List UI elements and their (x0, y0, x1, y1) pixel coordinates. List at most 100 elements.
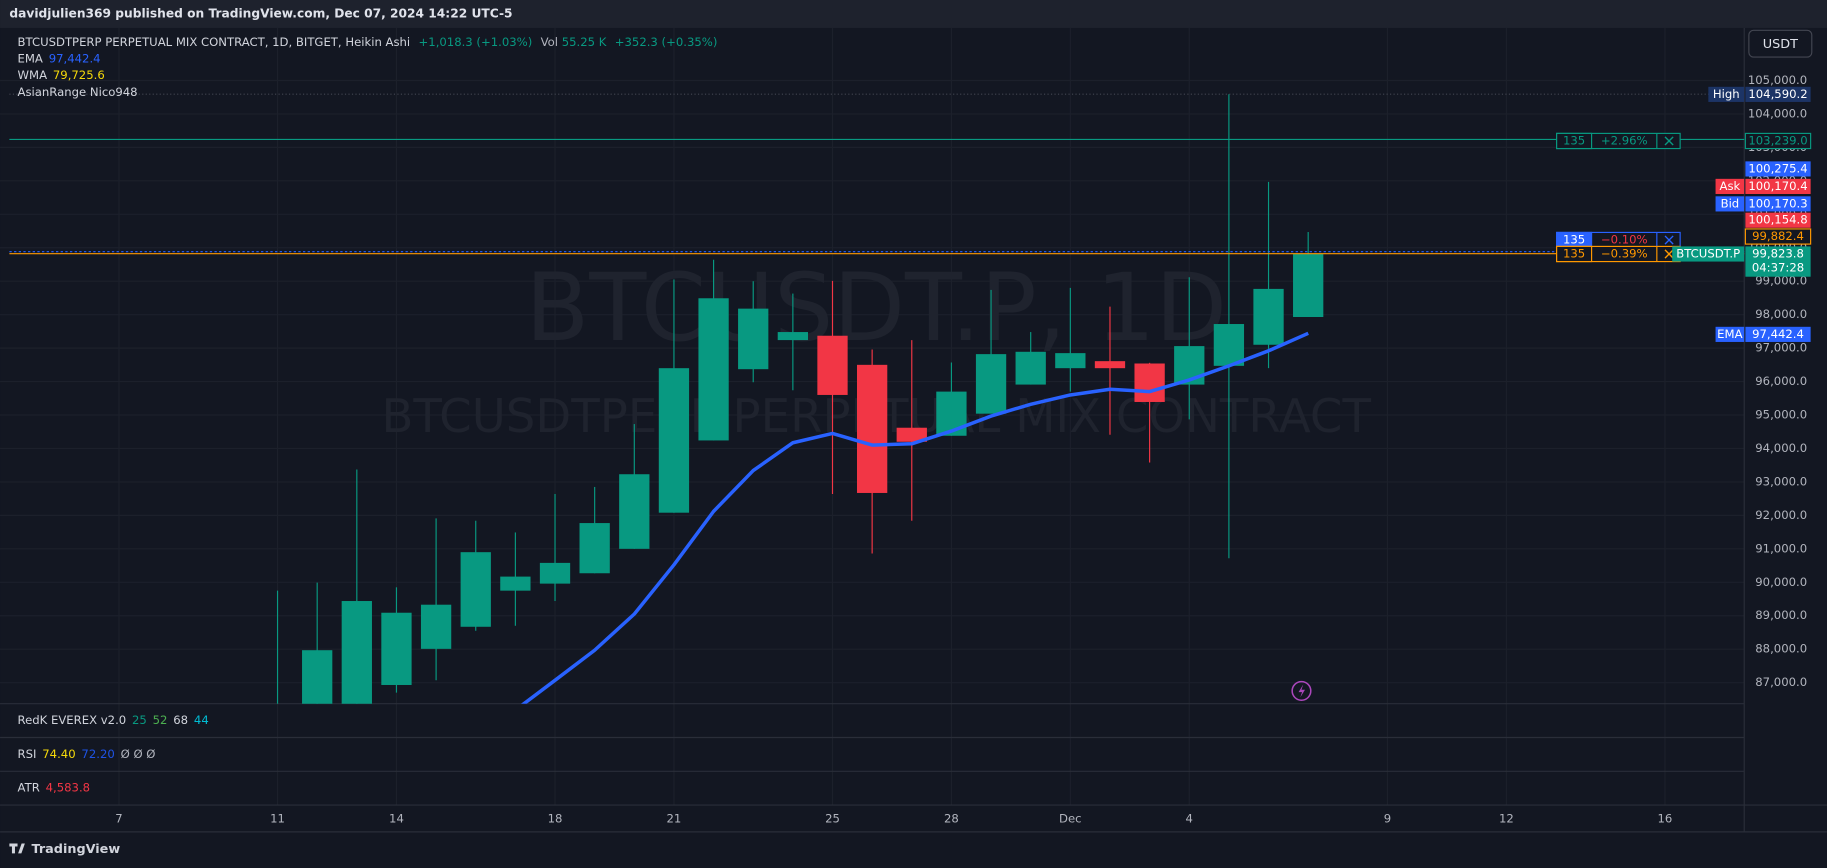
y-tick-label: 95,000.0 (1755, 408, 1807, 422)
currency-button[interactable]: USDT (1748, 29, 1813, 58)
alert-icon[interactable] (1291, 680, 1312, 701)
candle-body (738, 308, 769, 370)
y-tick-label: 91,000.0 (1755, 541, 1807, 555)
x-tick-label: 16 (1658, 812, 1673, 826)
price-tag-name: Bid (1721, 196, 1740, 210)
candle-body (1213, 324, 1245, 366)
pane-value: 74.40 (42, 746, 75, 760)
candle-body (817, 335, 848, 395)
legend-main: BTCUSDTPERP PERPETUAL MIX CONTRACT, 1D, … (18, 34, 718, 48)
order-change: +2.96% (1601, 133, 1648, 147)
pane-legend: RedK EVEREX v2.0 25 52 68 44 (18, 713, 209, 727)
price-tag-value: 104,590.2 (1748, 87, 1807, 101)
order-close[interactable] (1664, 249, 1674, 259)
candle-body (1015, 351, 1046, 385)
header-bar (0, 0, 1827, 28)
y-tick-label: 105,000.0 (1748, 73, 1807, 87)
candle-body (1253, 288, 1284, 345)
price-tag (1745, 178, 1811, 194)
y-tick-label: 104,000.0 (1748, 106, 1807, 120)
candle-body (381, 612, 412, 685)
order-close[interactable] (1664, 136, 1674, 146)
order-qty: 135 (1563, 246, 1585, 260)
legend-indicator: AsianRange Nico948 (18, 85, 138, 99)
ema-line (520, 331, 1309, 704)
price-tag (1745, 86, 1811, 102)
order-qty-box (1556, 245, 1593, 263)
order-qty: 135 (1563, 233, 1585, 247)
y-tick-label: 87,000.0 (1755, 675, 1807, 689)
price-tag (1745, 246, 1811, 277)
price-tag-name-box (1708, 86, 1745, 102)
pane-value: 4,583.8 (46, 780, 90, 794)
candle-body (341, 601, 372, 704)
price-tag (1745, 161, 1811, 177)
footer-brand: TradingView (32, 842, 121, 857)
x-tick-label: 11 (270, 812, 285, 826)
price-tag (1745, 212, 1811, 228)
pane-legend: ATR 4,583.8 (18, 780, 91, 794)
price-tag-name-box (1715, 196, 1745, 212)
pane-value: 25 (132, 713, 147, 727)
currency-label[interactable]: USDT (1763, 37, 1798, 52)
y-tick-label: 94,000.0 (1755, 441, 1807, 455)
legend-indicator-value: 79,725.6 (53, 68, 105, 82)
legend-indicator: EMA 97,442.4 (18, 51, 101, 65)
pane-value: 44 (194, 713, 209, 727)
x-tick-label: 28 (944, 812, 959, 826)
plot-area (276, 94, 1324, 704)
candle-body (539, 562, 571, 584)
price-tag (1745, 326, 1811, 342)
candle-body (500, 576, 531, 591)
pane-value: 52 (153, 713, 168, 727)
candle-body (856, 364, 888, 493)
header: davidjulien369 published on TradingView.… (9, 6, 512, 20)
pane-name: RedK EVEREX v2.0 (18, 713, 127, 727)
price-tag-value: 100,170.4 (1748, 179, 1807, 193)
pane-value: Ø Ø Ø (121, 746, 156, 760)
y-tick-label: 93,000.0 (1755, 474, 1807, 488)
order-close[interactable] (1664, 235, 1674, 245)
price-tag-value: 99,823.8 (1752, 246, 1804, 260)
price-tag-value: 97,442.4 (1752, 327, 1804, 341)
price-tag-value: 100,154.8 (1748, 213, 1807, 227)
alert-bolt[interactable] (1298, 684, 1305, 698)
price-tag-name-box (1715, 178, 1745, 194)
candle-body (975, 354, 1007, 414)
candle-body (698, 298, 729, 441)
footer: TradingView (9, 842, 120, 857)
y-tick-label: 90,000.0 (1755, 575, 1807, 589)
x-tick-label: 14 (389, 812, 404, 826)
candle-body (1055, 353, 1086, 369)
pane-name: ATR (18, 780, 40, 794)
y-tick-label: 98,000.0 (1755, 307, 1807, 321)
order-qty-box (1556, 132, 1593, 150)
pane-value: 72.20 (81, 746, 114, 760)
x-tick-label: 18 (548, 812, 563, 826)
logo (9, 843, 25, 854)
currency-box[interactable] (1748, 29, 1813, 58)
pane-name: RSI (18, 746, 37, 760)
legend-symbol: BTCUSDTPERP PERPETUAL MIX CONTRACT, 1D, … (18, 34, 411, 48)
candle-body (579, 523, 610, 574)
legend: BTCUSDTPERP PERPETUAL MIX CONTRACT, 1D, … (18, 34, 718, 98)
order-change: −0.39% (1601, 246, 1648, 260)
candle-body (1293, 253, 1324, 317)
price-tag-countdown: 04:37:28 (1752, 260, 1804, 274)
overlay: 87,000.0 88,000.0 89,000.0 90,000.0 91,000.0… (9, 73, 1812, 826)
candle-body (302, 650, 333, 704)
y-tick-label: 89,000.0 (1755, 608, 1807, 622)
candle-body (460, 552, 491, 627)
price-tag-name-box (1715, 326, 1745, 342)
x-tick-label: 21 (667, 812, 682, 826)
x-tick-label: 4 (1186, 812, 1193, 826)
legend-vol: 55.25 K (562, 34, 607, 48)
legend-vol-change: +352.3 (+0.35%) (615, 34, 718, 48)
order-price-tag (1744, 132, 1812, 150)
price-tag (1745, 196, 1811, 212)
candle-body (777, 332, 809, 341)
y-tick-label: 92,000.0 (1755, 508, 1807, 522)
alert-circle[interactable] (1291, 680, 1312, 701)
price-tag-value: 100,275.4 (1748, 161, 1807, 175)
